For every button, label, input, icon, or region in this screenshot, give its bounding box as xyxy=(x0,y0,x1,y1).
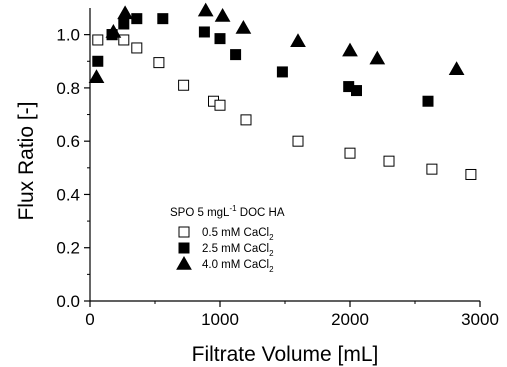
series-3-points xyxy=(88,2,465,84)
y-axis-title: Flux Ratio [-] xyxy=(15,101,38,220)
data-point xyxy=(131,13,143,25)
data-point xyxy=(131,42,143,54)
legend-label: 0.5 mM CaCl2 xyxy=(202,227,274,242)
data-point xyxy=(292,135,304,147)
data-point xyxy=(153,57,165,69)
legend-item: 4.0 mM CaCl2 xyxy=(176,255,274,274)
data-point xyxy=(198,26,210,38)
data-point xyxy=(240,114,252,126)
data-point xyxy=(92,55,104,67)
tick-labels: 0 1000 2000 3000 0.0 0.2 0.4 0.6 0.8 1.0 xyxy=(56,26,499,329)
legend-label: 4.0 mM CaCl2 xyxy=(202,259,274,274)
data-point xyxy=(342,42,358,57)
data-point xyxy=(105,23,122,38)
data-point xyxy=(214,99,226,111)
legend-label-main: 2.5 mM CaCl xyxy=(202,243,269,255)
legend-title-superscript: -1 xyxy=(229,204,237,213)
legend-item: 2.5 mM CaCl2 xyxy=(178,242,274,258)
legend-label-main: 0.5 mM CaCl xyxy=(202,227,269,239)
legend-title-main: SPO 5 mgL xyxy=(170,207,230,219)
y-tick-label: 0.2 xyxy=(56,239,80,258)
data-point xyxy=(344,147,356,159)
data-point xyxy=(351,85,362,97)
data-point xyxy=(92,34,104,46)
data-point xyxy=(426,163,438,175)
legend-marker xyxy=(178,242,190,254)
legend-item: 0.5 mM CaCl2 xyxy=(178,226,274,242)
legend-title-rest: DOC HA xyxy=(237,207,285,219)
data-point xyxy=(214,33,226,45)
data-point xyxy=(157,13,169,25)
data-point xyxy=(422,95,434,107)
legend-label-main: 4.0 mM CaCl xyxy=(202,259,269,271)
axes xyxy=(89,8,480,302)
x-tick-label: 2000 xyxy=(331,310,369,329)
legend-label: 2.5 mM CaCl2 xyxy=(202,243,274,258)
y-tick-label: 1.0 xyxy=(56,26,80,45)
x-tick-label: 0 xyxy=(85,310,94,329)
data-point xyxy=(235,19,252,34)
y-tick-label: 0.4 xyxy=(56,185,80,204)
data-point xyxy=(118,18,130,30)
data-point xyxy=(117,5,133,20)
data-point xyxy=(88,69,105,84)
legend-label-subscript: 2 xyxy=(269,233,274,242)
data-point xyxy=(118,34,130,46)
data-point xyxy=(290,33,306,48)
data-point xyxy=(197,2,214,17)
y-tick-label: 0.8 xyxy=(56,79,80,98)
x-tick-label: 1000 xyxy=(201,310,239,329)
legend-marker xyxy=(178,226,190,238)
legend-label-subscript: 2 xyxy=(269,249,274,258)
data-point xyxy=(214,7,231,22)
legend-marker xyxy=(176,255,192,270)
data-point xyxy=(448,61,465,76)
data-points xyxy=(88,2,477,180)
y-tick-label: 0.0 xyxy=(56,292,80,311)
x-axis-title: Filtrate Volume [mL] xyxy=(192,343,379,366)
legend-title: SPO 5 mgL-1 DOC HA xyxy=(170,204,285,219)
legend-label-subscript: 2 xyxy=(269,265,274,274)
y-tick-label: 0.6 xyxy=(56,132,80,151)
data-point xyxy=(383,155,395,167)
data-point xyxy=(465,168,477,180)
data-point xyxy=(230,49,242,61)
tick-marks xyxy=(84,34,481,307)
data-point xyxy=(178,79,190,91)
data-point xyxy=(276,66,288,78)
x-tick-label: 3000 xyxy=(461,310,499,329)
series-1-points xyxy=(92,29,477,180)
data-point xyxy=(369,50,386,65)
